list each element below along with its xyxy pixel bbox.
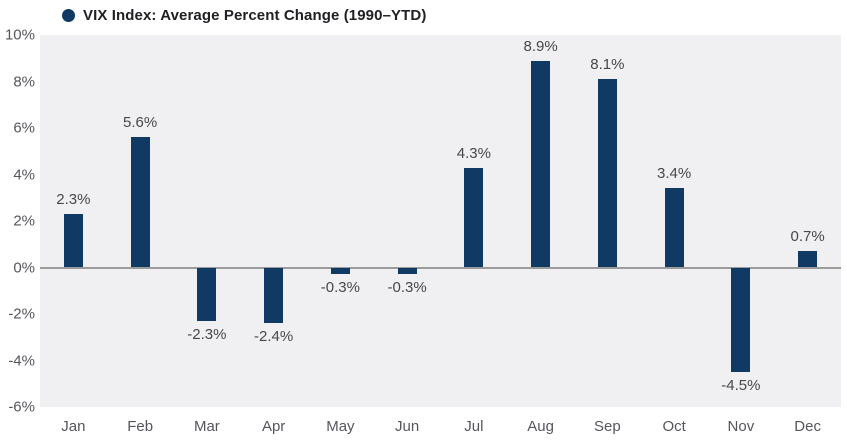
y-tick-8: 8% <box>13 73 35 90</box>
x-tick-jan: Jan <box>61 417 86 435</box>
y-tick-4: 4% <box>13 166 35 183</box>
x-tick-sep: Sep <box>594 417 621 435</box>
bar-value-dec: 0.7% <box>790 228 825 246</box>
bar-value-feb: 5.6% <box>123 114 158 132</box>
bar-oct <box>664 188 684 268</box>
y-tick-0: 0% <box>13 259 35 276</box>
x-tick-may: May <box>326 417 355 435</box>
legend-marker-icon <box>62 8 75 22</box>
bar-value-nov: -4.5% <box>721 377 761 395</box>
y-tick-10: 10% <box>4 26 35 44</box>
bar-value-mar: -2.3% <box>187 325 227 343</box>
x-tick-aug: Aug <box>527 417 554 435</box>
y-tick-neg6: -6% <box>8 398 35 416</box>
y-tick-neg4: -4% <box>8 352 35 369</box>
bar-value-jul: 4.3% <box>456 144 491 162</box>
bar-value-may: -0.3% <box>320 279 360 297</box>
x-tick-jun: Jun <box>395 417 420 435</box>
x-tick-jul: Jul <box>464 417 484 435</box>
x-tick-apr: Apr <box>261 417 286 435</box>
y-tick-6: 6% <box>13 119 35 137</box>
chart-legend: VIX Index: Average Percent Change (1990–… <box>62 5 426 25</box>
bar-value-oct: 3.4% <box>657 165 692 183</box>
plot-area: 2.3% 5.6% -2.3% -2.4% -0.3% -0.3% 4.3% 8.9% 8.1%… <box>40 35 841 407</box>
bar-mar <box>197 267 217 321</box>
bar-jul <box>464 167 484 268</box>
x-tick-dec: Dec <box>794 417 821 435</box>
bar-nov <box>731 267 751 373</box>
bar-sep <box>597 79 617 268</box>
x-tick-nov: Nov <box>727 417 755 435</box>
zero-axis-line <box>40 267 841 269</box>
bar-value-apr: -2.4% <box>254 328 294 346</box>
chart-title: VIX Index: Average Percent Change (1990–… <box>83 6 427 24</box>
bar-aug <box>531 60 551 268</box>
bar-value-sep: 8.1% <box>590 56 625 74</box>
bar-may <box>330 267 350 275</box>
bar-apr <box>264 267 284 324</box>
bar-value-jan: 2.3% <box>56 191 91 209</box>
bar-jun <box>397 267 417 275</box>
x-axis: Jan Feb Mar Apr May Jun Jul Aug Sep Oct Nov Dec <box>40 407 841 445</box>
bar-value-aug: 8.9% <box>523 37 558 55</box>
x-tick-mar: Mar <box>193 417 220 435</box>
bar-jan <box>63 214 83 268</box>
bar-dec <box>798 251 818 268</box>
y-tick-neg2: -2% <box>8 305 35 323</box>
y-tick-2: 2% <box>13 212 35 230</box>
y-axis: 10% 8% 6% 4% 2% 0% -2% -4% -6% <box>0 27 35 416</box>
x-tick-feb: Feb <box>127 417 154 435</box>
bar-value-jun: -0.3% <box>387 279 427 297</box>
x-tick-oct: Oct <box>662 417 686 435</box>
bar-feb <box>130 137 150 268</box>
